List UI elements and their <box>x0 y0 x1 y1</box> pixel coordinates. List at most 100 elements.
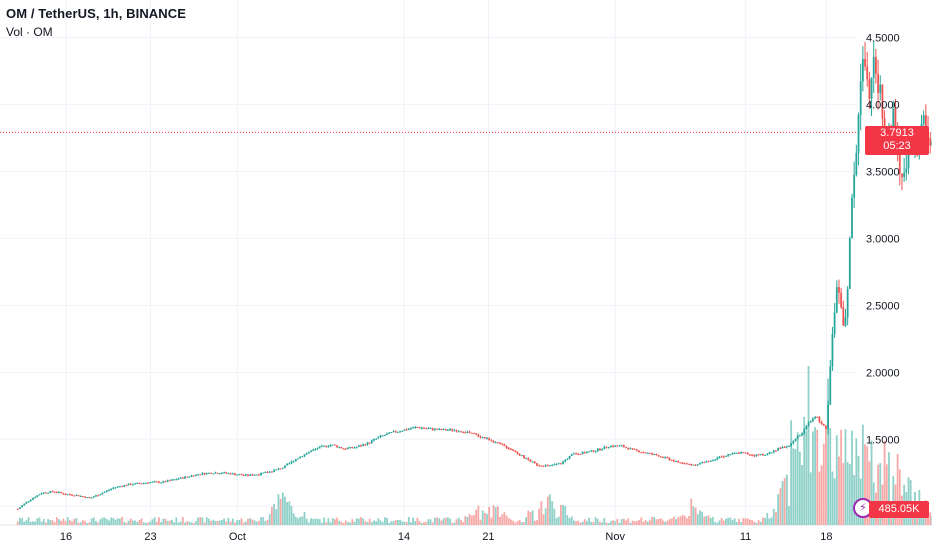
volume-bar <box>705 516 708 525</box>
volume-bar <box>566 515 569 525</box>
candle-body <box>299 456 302 459</box>
candle-body <box>260 472 262 476</box>
candle-body <box>664 457 667 459</box>
candle-body <box>538 465 541 467</box>
candle-body <box>121 486 123 488</box>
volume-bar <box>748 519 751 525</box>
candle-body <box>649 452 651 454</box>
last-price-tag: 3.7913 05:23 <box>865 126 929 156</box>
candle-body <box>483 437 486 439</box>
volume-bar <box>453 522 456 525</box>
candle-body <box>851 197 853 239</box>
volume-bar <box>557 516 560 525</box>
volume-bar <box>240 518 243 525</box>
candle-body <box>494 442 497 444</box>
volume-bar <box>516 521 519 525</box>
volume-bar <box>586 520 588 525</box>
candle-body <box>344 448 347 450</box>
volume-bar <box>866 446 869 525</box>
symbol-title[interactable]: OM / TetherUS, 1h, BINANCE <box>6 6 187 21</box>
volume-bar <box>334 519 336 525</box>
candle-body <box>403 429 406 431</box>
candle-body <box>722 456 725 458</box>
volume-bar <box>155 521 158 525</box>
volume-bar <box>753 521 756 525</box>
volume-bar <box>803 416 806 525</box>
candle-body <box>164 481 167 483</box>
volume-bar <box>507 518 510 525</box>
volume-bar <box>342 522 345 525</box>
volume-bar <box>731 519 734 525</box>
candle-body <box>712 460 714 462</box>
candle-body <box>218 473 221 475</box>
volume-bar <box>29 521 32 525</box>
candle-body <box>366 442 369 446</box>
candle-body <box>555 464 558 466</box>
volume-bar <box>431 522 434 525</box>
candle-body <box>499 442 501 444</box>
volume-bar <box>375 521 378 525</box>
candle-body <box>870 77 873 99</box>
candle-body <box>753 455 756 457</box>
candle-body <box>279 468 282 470</box>
candle-body <box>570 454 573 457</box>
volume-bar <box>840 429 843 525</box>
candle-body <box>431 428 434 430</box>
candle-body <box>288 463 291 465</box>
volume-bar <box>494 507 497 525</box>
volume-bar <box>129 518 132 525</box>
volume-bar <box>470 515 473 525</box>
volume-bar <box>679 516 682 525</box>
volume-bar <box>920 517 923 525</box>
candle-body <box>625 447 627 449</box>
candle-body <box>735 452 738 454</box>
volume-bar <box>149 521 152 525</box>
legend: OM / TetherUS, 1h, BINANCE Vol · OM <box>6 6 186 39</box>
candle-body <box>275 469 278 471</box>
volume-legend[interactable]: Vol · OM <box>6 25 53 39</box>
candle-body <box>703 462 706 464</box>
volume-bar <box>685 518 688 525</box>
candle-body <box>805 426 808 430</box>
candle-body <box>510 448 512 450</box>
candle-body <box>286 463 289 466</box>
volume-bar <box>386 518 388 525</box>
volume-bar <box>462 522 465 525</box>
volume-bar <box>538 508 541 525</box>
candle-body <box>638 450 640 453</box>
candle-body <box>644 452 647 454</box>
candle-body <box>662 456 664 458</box>
volume-bar <box>751 520 753 525</box>
volume-bar <box>412 517 415 525</box>
candle-body <box>51 491 54 493</box>
volume-bar <box>696 514 699 525</box>
candle-body <box>273 470 275 472</box>
volume-bar <box>325 522 328 525</box>
candle-body <box>492 441 495 443</box>
candle-body <box>523 455 525 459</box>
volume-bar <box>401 521 404 525</box>
volume-bar <box>457 517 460 525</box>
volume-bar <box>42 519 45 525</box>
x-tick-label: 14 <box>398 531 410 543</box>
candle-body <box>238 474 241 476</box>
volume-bar <box>579 522 582 525</box>
time-axis[interactable]: 16 23 Oct 14 21 Nov 11 18 <box>60 531 833 543</box>
candle-body <box>801 433 803 436</box>
volume-bar <box>314 518 317 525</box>
volume-bar <box>49 520 52 525</box>
candle-body <box>770 452 773 454</box>
candle-body <box>77 495 80 497</box>
candle-body <box>672 460 675 462</box>
candle-body <box>405 429 408 431</box>
candle-body <box>192 475 195 477</box>
candle-body <box>292 461 295 463</box>
price-axis[interactable]: 4.5000 4.0000 3.5000 3.0000 2.5000 2.0000 1.50… <box>866 32 900 513</box>
volume-bar <box>260 517 262 525</box>
volume-bar <box>553 508 556 525</box>
candle-body <box>240 474 243 476</box>
candle-body <box>772 450 775 453</box>
volume-bar <box>714 522 717 525</box>
volume-bar <box>86 522 89 525</box>
